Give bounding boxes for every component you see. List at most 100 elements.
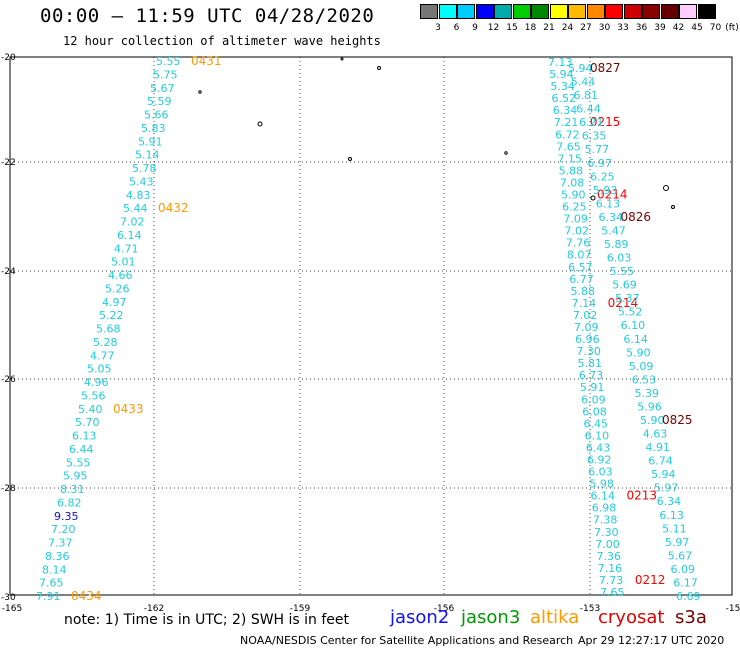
swh-value: 5.66 bbox=[144, 109, 169, 122]
swh-value: 5.26 bbox=[105, 282, 130, 295]
swh-value: 5.88 bbox=[559, 164, 584, 177]
swh-value: 6.13 bbox=[72, 430, 97, 443]
legend-level: 21 bbox=[543, 23, 555, 33]
satellite-jason3: jason3 bbox=[461, 607, 521, 628]
legend-unit: (ft) bbox=[725, 23, 739, 33]
swh-value: 7.65 bbox=[600, 586, 625, 599]
swh-value: 6.97 bbox=[587, 157, 612, 170]
legend-level: 9 bbox=[472, 23, 478, 33]
island bbox=[590, 195, 596, 201]
swh-value: 7.21 bbox=[554, 116, 579, 129]
satellite-altika: altika bbox=[530, 607, 580, 628]
legend-swatch bbox=[586, 4, 605, 19]
lat-tick-label: -22 bbox=[1, 158, 16, 168]
swh-value: 7.16 bbox=[598, 562, 623, 575]
swh-value: 7.20 bbox=[51, 523, 76, 536]
swh-value: 4.91 bbox=[646, 441, 671, 454]
page-title: 00:00 – 11:59 UTC 04/28/2020 bbox=[40, 5, 375, 27]
swh-value: 5.90 bbox=[640, 414, 665, 427]
swh-value: 8.31 bbox=[60, 483, 85, 496]
legend-level: 24 bbox=[561, 23, 574, 33]
swh-value: 6.17 bbox=[673, 576, 698, 589]
swh-value: 6.82 bbox=[57, 496, 82, 509]
lat-tick-label: -24 bbox=[1, 267, 16, 277]
swh-value: 7.36 bbox=[596, 550, 621, 563]
swh-value: 5.95 bbox=[63, 470, 88, 483]
timestamp: Apr 29 12:27:17 UTC 2020 bbox=[578, 634, 725, 647]
legend-swatch bbox=[494, 4, 512, 19]
swh-value: 7.00 bbox=[595, 538, 620, 551]
lon-tick-label: -162 bbox=[144, 604, 164, 614]
lon-tick-label: -156 bbox=[434, 604, 455, 614]
swh-value: 6.81 bbox=[574, 89, 599, 102]
swh-value: 6.34 bbox=[598, 211, 623, 224]
legend-level: 39 bbox=[654, 23, 666, 33]
swh-value: 6.10 bbox=[621, 319, 646, 332]
swh-value: 5.67 bbox=[668, 549, 693, 562]
page-subtitle: 12 hour collection of altimeter wave hei… bbox=[63, 34, 381, 48]
legend-swatch bbox=[475, 4, 494, 19]
swh-value: 5.88 bbox=[570, 285, 595, 298]
swh-value: 5.44 bbox=[571, 76, 596, 89]
swh-value: 6.73 bbox=[579, 369, 604, 382]
swh-value: 5.55 bbox=[156, 55, 181, 68]
legend-swatch bbox=[438, 4, 457, 19]
track-time-label: 0432 bbox=[158, 201, 189, 215]
lon-tick-label: -165 bbox=[2, 604, 22, 614]
legend-level: 42 bbox=[672, 23, 685, 33]
legend-swatch bbox=[568, 4, 586, 19]
swh-value: 7.14 bbox=[572, 297, 597, 310]
swh-value: 5.97 bbox=[654, 482, 679, 495]
swh-value: 7.76 bbox=[566, 237, 591, 250]
satellite-jason2: jason2 bbox=[390, 607, 450, 628]
swh-value: 6.53 bbox=[632, 373, 657, 386]
swh-value: 6.10 bbox=[585, 429, 610, 442]
legend-swatch bbox=[679, 4, 697, 19]
swh-value: 5.83 bbox=[141, 122, 166, 135]
island bbox=[348, 157, 352, 161]
legend-swatch bbox=[660, 4, 679, 19]
swh-value: 5.28 bbox=[93, 336, 118, 349]
legend-swatch bbox=[512, 4, 531, 19]
swh-value: 5.97 bbox=[665, 536, 690, 549]
legend-level: 3 bbox=[435, 23, 441, 33]
legend-swatch bbox=[457, 4, 475, 19]
swh-value: 6.13 bbox=[659, 509, 684, 522]
island bbox=[671, 205, 675, 209]
swh-value: 4.77 bbox=[90, 349, 115, 362]
swh-value: 7.08 bbox=[560, 176, 585, 189]
swh-value: 7.37 bbox=[48, 537, 73, 550]
swh-value: 5.75 bbox=[153, 68, 178, 81]
swh-value: 6.72 bbox=[555, 128, 580, 141]
track-time-label: 0827 bbox=[590, 61, 621, 75]
footnote: note: 1) Time is in UTC; 2) SWH is in fe… bbox=[64, 612, 350, 628]
legend-swatch bbox=[697, 4, 716, 19]
swh-value: 5.40 bbox=[78, 403, 103, 416]
swh-value: 9.35 bbox=[54, 510, 79, 523]
track-time-label: 0825 bbox=[662, 413, 693, 427]
swh-value: 4.63 bbox=[643, 428, 668, 441]
swh-value: 5.34 bbox=[550, 80, 575, 93]
swh-value: 4.66 bbox=[108, 269, 133, 282]
legend-level: 30 bbox=[598, 23, 611, 33]
swh-value: 5.43 bbox=[129, 175, 154, 188]
swh-value: 6.74 bbox=[648, 455, 673, 468]
swh-value: 5.94 bbox=[568, 62, 593, 75]
legend-level: 33 bbox=[617, 23, 629, 33]
swh-value: 7.30 bbox=[576, 345, 601, 358]
swh-value: 5.94 bbox=[651, 468, 676, 481]
swh-value: 6.57 bbox=[568, 261, 593, 274]
legend-level: 18 bbox=[524, 23, 537, 33]
swh-value: 5.68 bbox=[96, 323, 121, 336]
swh-value: 5.47 bbox=[601, 224, 626, 237]
swh-value: 5.98 bbox=[589, 478, 614, 491]
swh-value: 5.67 bbox=[150, 82, 175, 95]
swh-value: 6.21 bbox=[579, 116, 604, 129]
island bbox=[377, 66, 381, 70]
swh-value: 4.96 bbox=[84, 376, 109, 389]
legend-swatch bbox=[623, 4, 642, 19]
legend-level: 12 bbox=[487, 23, 500, 33]
swh-value: 6.09 bbox=[581, 393, 606, 406]
legend-swatch bbox=[420, 4, 438, 19]
